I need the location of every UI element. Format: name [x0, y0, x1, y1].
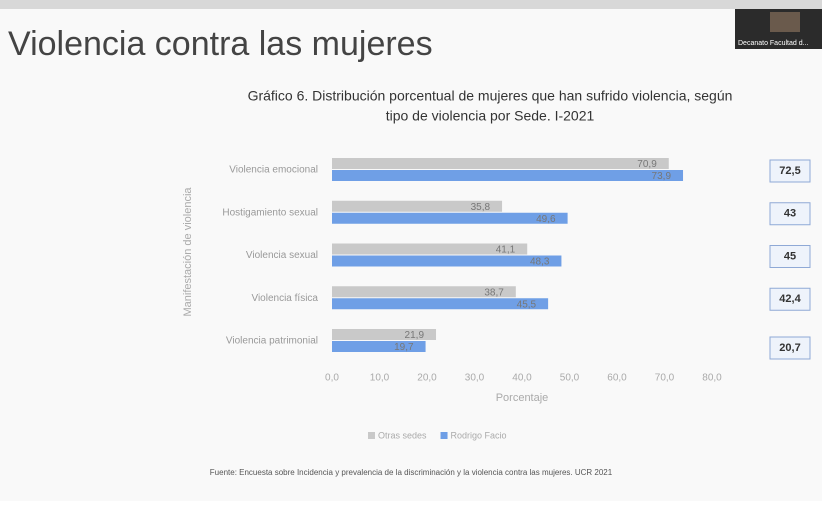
- top-band: [0, 0, 822, 9]
- y-tick-label: Violencia sexual: [246, 250, 318, 261]
- x-tick-label: 40,0: [512, 373, 532, 384]
- value-label: 38,7: [484, 287, 504, 298]
- value-label: 21,9: [405, 330, 425, 341]
- chart-title: Gráfico 6. Distribución porcentual de mu…: [248, 88, 733, 104]
- x-axis-title: Porcentaje: [496, 392, 549, 404]
- legend-swatch: [441, 432, 448, 439]
- x-tick-label: 20,0: [417, 373, 437, 384]
- side-box-label: 20,7: [779, 342, 800, 354]
- bar: [332, 158, 669, 169]
- x-tick-label: 0,0: [325, 373, 339, 384]
- y-axis-title: Manifestación de violencia: [182, 187, 194, 317]
- bar: [332, 256, 561, 267]
- bar: [332, 170, 683, 181]
- side-box-label: 72,5: [779, 165, 800, 177]
- legend-label: Otras sedes: [378, 430, 427, 440]
- value-label: 41,1: [496, 245, 516, 256]
- legend-label: Rodrigo Facio: [451, 430, 507, 440]
- bar: [332, 213, 568, 224]
- value-label: 35,8: [471, 202, 491, 213]
- video-label: Decanato Facultad d...: [738, 40, 808, 47]
- x-tick-label: 10,0: [370, 373, 390, 384]
- value-label: 49,6: [536, 214, 556, 225]
- x-tick-label: 50,0: [560, 373, 580, 384]
- x-tick-label: 30,0: [465, 373, 485, 384]
- side-box-label: 43: [784, 208, 796, 220]
- video-person: [770, 12, 800, 32]
- chart-title: tipo de violencia por Sede. I-2021: [386, 108, 595, 124]
- value-label: 48,3: [530, 257, 550, 268]
- value-label: 70,9: [637, 159, 657, 170]
- source-note: Fuente: Encuesta sobre Incidencia y prev…: [210, 468, 613, 477]
- legend-swatch: [368, 432, 375, 439]
- slide-title: Violencia contra las mujeres: [8, 25, 433, 63]
- y-tick-label: Hostigamiento sexual: [222, 207, 318, 218]
- page: Decanato Facultad d... Violencia contra …: [0, 0, 822, 501]
- y-tick-label: Violencia física: [251, 293, 318, 304]
- slide: Decanato Facultad d... Violencia contra …: [0, 0, 822, 501]
- x-tick-label: 80,0: [702, 373, 722, 384]
- value-label: 19,7: [394, 342, 414, 353]
- x-tick-label: 60,0: [607, 373, 627, 384]
- side-box-label: 45: [784, 250, 796, 262]
- side-box-label: 42,4: [779, 293, 801, 305]
- x-tick-label: 70,0: [655, 373, 675, 384]
- value-label: 73,9: [652, 171, 672, 182]
- value-label: 45,5: [517, 299, 537, 310]
- y-tick-label: Violencia emocional: [229, 165, 318, 176]
- y-tick-label: Violencia patrimonial: [226, 336, 318, 347]
